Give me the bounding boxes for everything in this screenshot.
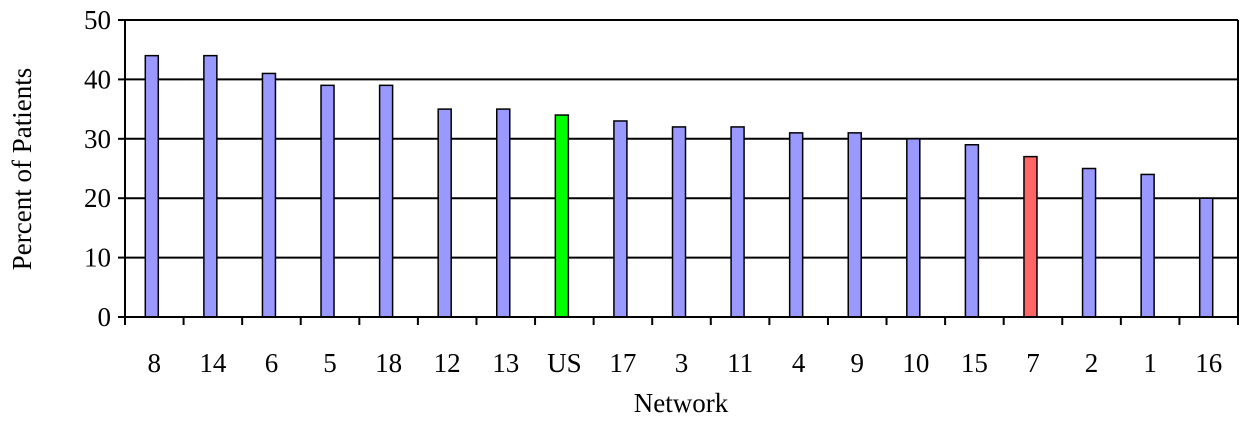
x-tick-label-13: 13 <box>492 348 519 378</box>
x-tick-label-10: 10 <box>902 348 929 378</box>
bar-2 <box>1081 167 1097 318</box>
bar-US <box>554 114 570 318</box>
bar-11 <box>730 126 745 318</box>
bar-18 <box>378 84 394 318</box>
x-tick-label-9: 9 <box>850 348 864 378</box>
x-tick-label-17: 17 <box>609 348 636 378</box>
bar-10 <box>906 138 921 318</box>
y-tick-label-40: 40 <box>84 64 111 94</box>
y-tick-label-30: 30 <box>84 124 111 154</box>
bar-6 <box>261 72 277 318</box>
y-tick-label-50: 50 <box>84 5 111 35</box>
x-tick-label-3: 3 <box>675 348 689 378</box>
bar-7 <box>1023 155 1038 318</box>
x-tick-label-18: 18 <box>375 348 402 378</box>
y-tick-label-10: 10 <box>84 243 111 273</box>
bar-4 <box>788 132 804 318</box>
bars <box>144 54 1214 318</box>
bar-15 <box>964 143 980 318</box>
x-axis-title: Network <box>634 388 729 418</box>
x-tick-labels: 8 14 6 5 18 12 13 US 17 3 11 4 9 10 15 7 2 1 16 <box>148 348 1223 378</box>
bar-8 <box>144 54 160 318</box>
x-tick-label-14: 14 <box>199 348 227 378</box>
x-tick-label-2: 2 <box>1085 348 1099 378</box>
bar-3 <box>671 126 687 318</box>
x-tick-label-6: 6 <box>265 348 279 378</box>
x-tick-label-1: 1 <box>1143 348 1157 378</box>
bar-12 <box>437 108 452 318</box>
bar-9 <box>847 132 862 318</box>
y-tick-labels: 0 10 20 30 40 50 <box>84 5 111 332</box>
x-tick-label-5: 5 <box>323 348 337 378</box>
bar-14 <box>203 54 218 318</box>
y-tick-label-0: 0 <box>98 302 112 332</box>
x-tick-label-12: 12 <box>434 348 461 378</box>
y-tick-label-20: 20 <box>84 183 111 213</box>
x-tick-label-8: 8 <box>148 348 162 378</box>
axes <box>118 19 1239 325</box>
bar-1 <box>1140 173 1155 318</box>
x-tick-label-15: 15 <box>961 348 988 378</box>
x-tick-label-16: 16 <box>1195 348 1222 378</box>
bar-17 <box>613 120 628 318</box>
bar-16 <box>1198 197 1214 318</box>
bar-5 <box>320 84 335 318</box>
x-tick-label-11: 11 <box>727 348 753 378</box>
y-axis-title: Percent of Patients <box>7 68 37 270</box>
bar-13 <box>496 108 511 318</box>
x-tick-label-7: 7 <box>1026 348 1040 378</box>
x-tick-label-4: 4 <box>792 348 806 378</box>
x-tick-label-US: US <box>547 348 582 378</box>
